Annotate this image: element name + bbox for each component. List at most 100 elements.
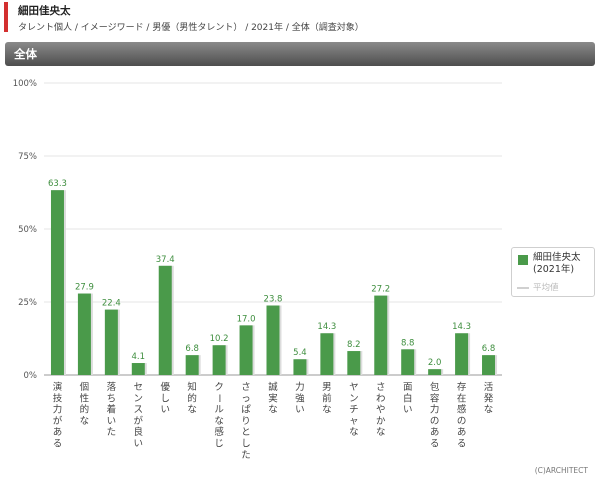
bar bbox=[158, 265, 172, 375]
x-tick-label: な bbox=[214, 416, 224, 427]
x-tick-label: 着 bbox=[107, 404, 117, 416]
x-tick-label: 個 bbox=[80, 381, 90, 393]
x-tick-label: 優 bbox=[160, 381, 170, 393]
x-tick-label: 良 bbox=[134, 426, 144, 438]
x-tick-label: る bbox=[430, 439, 440, 450]
x-tick-label: と bbox=[241, 427, 251, 438]
x-tick-label: ク bbox=[214, 382, 224, 393]
x-tick-label: ン bbox=[349, 393, 359, 404]
legend-series-name: 細田佳央太 (2021年) bbox=[533, 252, 581, 275]
data-label: 14.3 bbox=[317, 322, 336, 332]
x-tick-label: な bbox=[376, 427, 386, 438]
y-tick-label: 0% bbox=[24, 371, 38, 381]
legend-average-line bbox=[517, 287, 529, 289]
x-tick-label: 性 bbox=[80, 392, 90, 404]
data-label: 37.4 bbox=[156, 255, 175, 265]
x-tick-label: ン bbox=[134, 393, 144, 404]
x-tick-label: の bbox=[430, 416, 440, 427]
x-tick-label: 力 bbox=[53, 404, 63, 416]
data-label: 63.3 bbox=[48, 179, 67, 189]
x-tick-label: 感 bbox=[457, 404, 467, 416]
data-label: 8.8 bbox=[401, 338, 415, 348]
x-tick-label: あ bbox=[53, 427, 63, 438]
data-label: 4.1 bbox=[132, 352, 146, 362]
x-tick-label: あ bbox=[430, 427, 440, 438]
x-tick-label: あ bbox=[457, 427, 467, 438]
x-tick-label: 技 bbox=[53, 392, 63, 404]
page-title: 細田佳央太 bbox=[18, 5, 71, 17]
x-tick-label: っ bbox=[241, 393, 251, 404]
x-tick-label: 包 bbox=[430, 381, 440, 393]
x-tick-label: 誠 bbox=[268, 381, 278, 393]
x-tick-label: じ bbox=[214, 439, 224, 450]
data-label: 22.4 bbox=[102, 299, 121, 309]
data-label: 6.8 bbox=[185, 344, 199, 354]
x-tick-label: 知 bbox=[187, 381, 197, 393]
x-tick-label: セ bbox=[134, 382, 144, 393]
x-tick-label: 力 bbox=[430, 404, 440, 416]
section-title: 全体 bbox=[14, 47, 37, 61]
x-tick-label: 活 bbox=[484, 381, 494, 393]
x-tick-label: な bbox=[484, 405, 494, 416]
data-label: 5.4 bbox=[293, 348, 307, 358]
bar bbox=[266, 305, 280, 375]
x-tick-label: い bbox=[160, 405, 170, 416]
bar bbox=[347, 351, 361, 375]
bar bbox=[293, 359, 307, 375]
x-tick-label: 強 bbox=[295, 392, 305, 404]
x-tick-label: 落 bbox=[107, 381, 117, 393]
x-tick-label: な bbox=[80, 416, 90, 427]
breadcrumb: タレント個人 / イメージワード / 男優（男性タレント） / 2021年 / … bbox=[18, 23, 364, 33]
x-tick-label: さ bbox=[376, 382, 386, 393]
x-tick-label: か bbox=[376, 416, 386, 427]
data-label: 2.0 bbox=[428, 358, 442, 368]
data-label: 27.2 bbox=[371, 285, 390, 295]
x-tick-label: 容 bbox=[430, 392, 440, 404]
x-tick-label: り bbox=[241, 416, 251, 427]
x-tick-label: 的 bbox=[80, 404, 90, 416]
x-tick-label: い bbox=[403, 405, 413, 416]
bar bbox=[239, 325, 253, 375]
x-tick-label: ち bbox=[107, 393, 117, 404]
x-tick-label: 面 bbox=[403, 382, 413, 393]
x-tick-label: が bbox=[134, 415, 144, 427]
x-tick-label: る bbox=[53, 439, 63, 450]
x-tick-label: ぱ bbox=[241, 405, 251, 416]
x-tick-label: な bbox=[322, 405, 332, 416]
legend-series-label: 細田佳央太 (2021年) bbox=[533, 252, 581, 276]
x-tick-label: る bbox=[457, 439, 467, 450]
data-label: 6.8 bbox=[482, 344, 496, 354]
bar bbox=[131, 363, 145, 375]
x-tick-label: ス bbox=[134, 405, 144, 416]
bar bbox=[320, 333, 334, 375]
x-tick-label: ー bbox=[213, 394, 224, 404]
x-tick-label: な bbox=[349, 427, 359, 438]
data-label: 8.2 bbox=[347, 340, 361, 350]
data-label: 17.0 bbox=[237, 314, 256, 324]
x-tick-label: な bbox=[268, 405, 278, 416]
x-tick-label: い bbox=[295, 405, 305, 416]
x-tick-label: 前 bbox=[322, 392, 332, 404]
data-label: 23.8 bbox=[264, 295, 283, 305]
chart-legend: 細田佳央太 (2021年) 平均値 bbox=[511, 247, 595, 297]
data-label: 10.2 bbox=[210, 334, 229, 344]
x-tick-label: ル bbox=[214, 405, 224, 416]
y-tick-label: 100% bbox=[13, 79, 37, 89]
data-label: 14.3 bbox=[452, 322, 471, 332]
x-tick-label: ヤ bbox=[349, 382, 359, 393]
x-tick-label: わ bbox=[376, 393, 386, 404]
x-tick-label: い bbox=[134, 439, 144, 450]
copyright: (C)ARCHITECT bbox=[534, 466, 588, 475]
x-tick-label: 力 bbox=[295, 381, 305, 393]
legend-average-label: 平均値 bbox=[533, 283, 559, 293]
bar bbox=[104, 309, 118, 375]
bar bbox=[374, 295, 388, 375]
x-tick-label: い bbox=[107, 416, 117, 427]
accent-mark bbox=[4, 2, 8, 32]
x-tick-label: 在 bbox=[457, 392, 467, 404]
bar bbox=[455, 333, 469, 375]
x-tick-label: 白 bbox=[403, 392, 413, 404]
x-tick-label: 存 bbox=[457, 381, 467, 393]
x-tick-label: し bbox=[241, 439, 251, 450]
